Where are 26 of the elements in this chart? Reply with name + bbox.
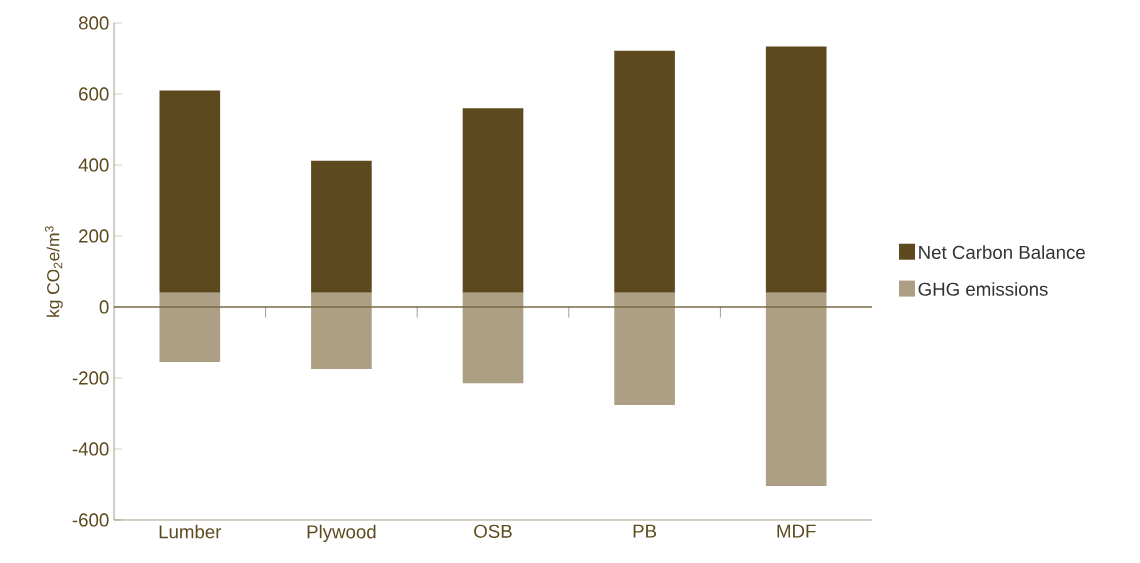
- legend-label: GHG emissions: [918, 282, 1048, 296]
- y-tick-label: 800: [78, 16, 109, 30]
- bar: [765, 46, 827, 293]
- y-tick-label: 200: [79, 229, 109, 243]
- bar: [765, 292, 827, 486]
- x-tick-label: OSB: [474, 524, 512, 538]
- bar: [462, 292, 524, 384]
- legend-label: Net Carbon Balance: [919, 245, 1085, 260]
- bar: [311, 292, 372, 370]
- x-tick-label: Plywood: [307, 524, 376, 543]
- y-tick-label: 400: [78, 158, 109, 172]
- bar: [311, 160, 372, 293]
- y-tick-label: 600: [79, 87, 109, 101]
- x-tick-label: Lumber: [159, 524, 222, 539]
- x-tick-label: PB: [633, 524, 657, 538]
- y-tick-label: 0: [99, 300, 109, 314]
- bar: [614, 292, 675, 405]
- y-axis-title: kg CO$_{2}$e/m$^{3}$: [44, 226, 63, 317]
- x-tick-label: MDF: [777, 524, 816, 538]
- bar: [614, 50, 675, 293]
- bar: [159, 292, 221, 363]
- y-tick-label: -400: [72, 442, 109, 456]
- bar: [159, 90, 221, 293]
- bar: [462, 108, 524, 293]
- y-tick-label: -600: [72, 513, 109, 527]
- y-tick-label: -200: [72, 371, 109, 385]
